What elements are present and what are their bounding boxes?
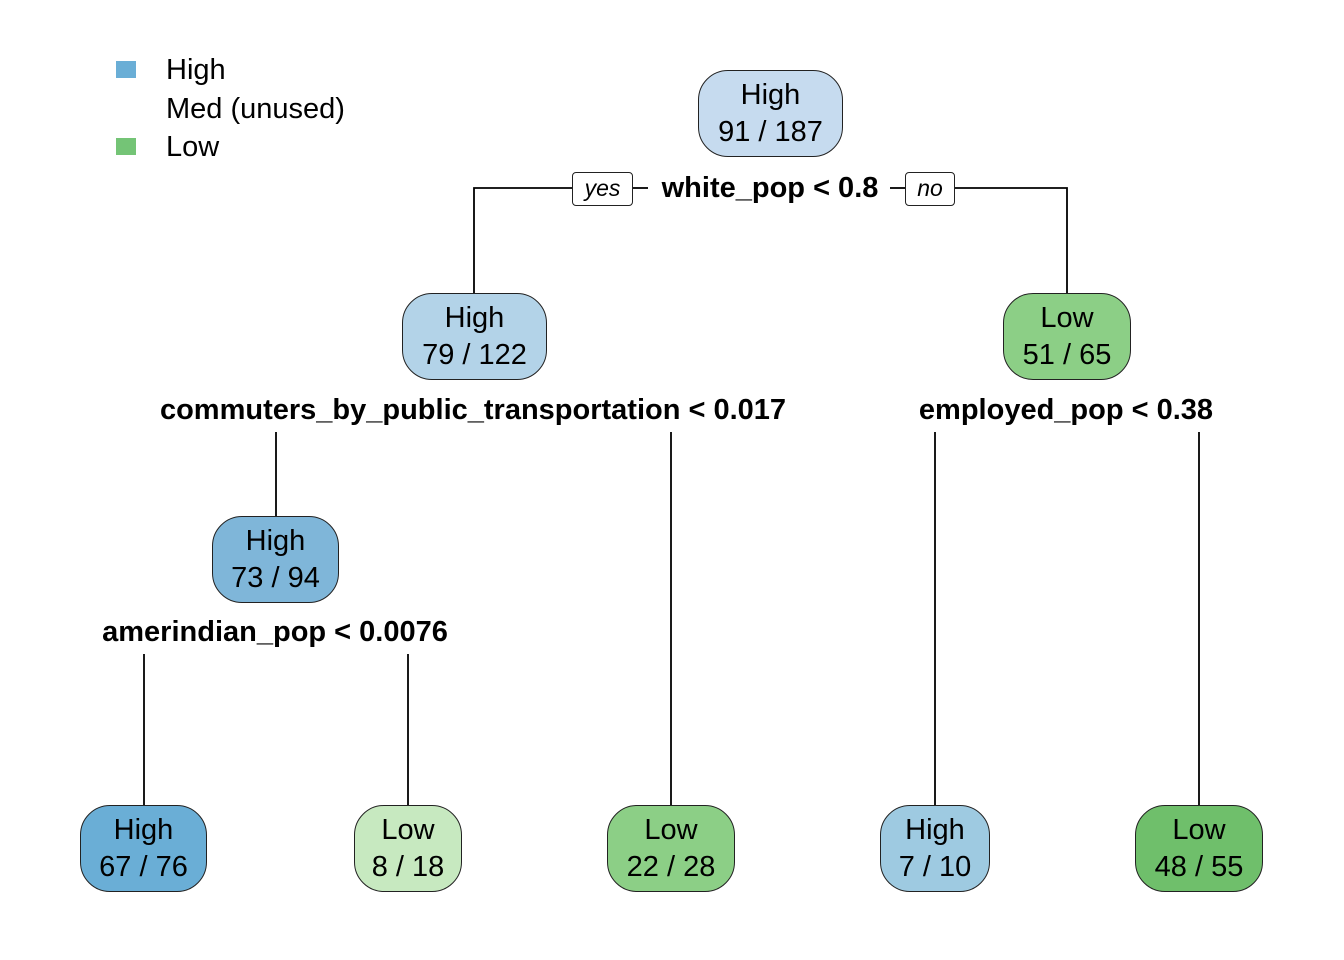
tree-leaf-2: Low 8 / 18	[354, 805, 462, 892]
tree-node-root: High 91 / 187	[698, 70, 843, 157]
tree-node-left: High 79 / 122	[402, 293, 547, 380]
node-class-label: High	[113, 814, 174, 846]
node-count-label: 73 / 94	[231, 562, 320, 594]
node-count-label: 79 / 122	[422, 339, 527, 371]
node-count-label: 8 / 18	[371, 851, 445, 883]
node-count-label: 67 / 76	[99, 851, 188, 883]
node-class-label: Low	[1040, 302, 1094, 334]
node-class-label: High	[905, 814, 965, 846]
edge-root-right	[955, 187, 1068, 295]
node-count-label: 7 / 10	[898, 851, 972, 883]
legend-swatch-low	[116, 138, 136, 155]
tree-node-left-left: High 73 / 94	[212, 516, 339, 603]
node-count-label: 91 / 187	[718, 116, 823, 148]
tree-leaf-3: Low 22 / 28	[607, 805, 735, 892]
node-class-label: High	[245, 525, 306, 557]
split-label-left-left: amerindian_pop < 0.0076	[102, 616, 448, 648]
tree-leaf-1: High 67 / 76	[80, 805, 207, 892]
node-count-label: 48 / 55	[1154, 851, 1244, 883]
split-label-right: employed_pop < 0.38	[918, 394, 1214, 426]
legend-label-high: High	[166, 54, 226, 86]
tree-node-right: Low 51 / 65	[1003, 293, 1131, 380]
node-count-label: 22 / 28	[626, 851, 716, 883]
legend-label-low: Low	[166, 131, 220, 163]
node-count-label: 51 / 65	[1022, 339, 1112, 371]
legend-label-med: Med (unused)	[166, 92, 345, 125]
branch-tag-no: no	[905, 172, 955, 206]
node-class-label: High	[740, 79, 801, 111]
edge-root-left	[473, 187, 572, 295]
split-label-root: white_pop < 0.8	[661, 172, 879, 204]
split-label-left: commuters_by_public_transportation < 0.0…	[159, 394, 787, 426]
branch-tag-yes: yes	[572, 172, 633, 206]
node-class-label: High	[444, 302, 505, 334]
tree-leaf-4: High 7 / 10	[880, 805, 990, 892]
node-class-label: Low	[1172, 814, 1226, 846]
node-class-label: Low	[381, 814, 435, 846]
legend-swatch-high	[116, 61, 136, 78]
tree-leaf-5: Low 48 / 55	[1135, 805, 1263, 892]
node-class-label: Low	[644, 814, 698, 846]
